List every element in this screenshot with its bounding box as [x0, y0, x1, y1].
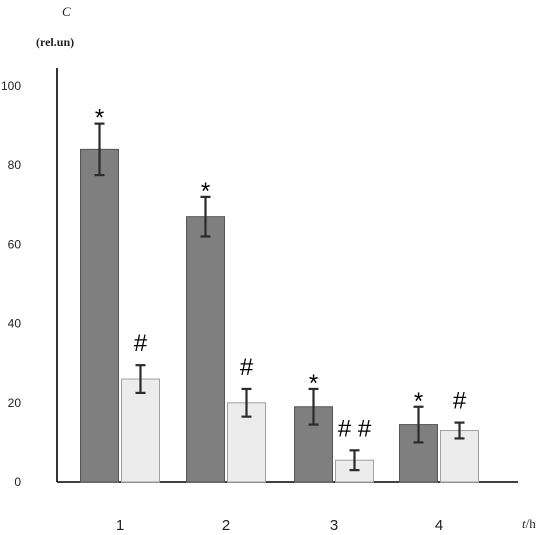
- bars-group: * # * # * # # * #: [80, 105, 479, 483]
- category-label: 2: [222, 517, 230, 534]
- y-tick-label: 100: [1, 79, 21, 93]
- significance-hash: # #: [338, 415, 372, 442]
- category-labels: 1 2 3 4: [116, 517, 443, 534]
- y-tick-label: 0: [14, 475, 21, 489]
- y-tick-label: 80: [8, 158, 22, 172]
- y-axis-unit: (rel.un): [36, 35, 74, 49]
- significance-hash: #: [453, 388, 467, 415]
- category-label: 1: [116, 517, 124, 534]
- significance-asterisk: *: [201, 178, 210, 205]
- bar: [80, 148, 119, 483]
- significance-asterisk: *: [95, 105, 104, 132]
- category-label: 3: [330, 517, 338, 534]
- significance-hash: #: [134, 330, 148, 357]
- x-axis-label: t/h: [522, 516, 536, 531]
- x-axis-unit: /h: [526, 516, 537, 531]
- y-tick-labels: 0 20 40 60 80 100: [1, 79, 21, 489]
- bar: [186, 216, 225, 483]
- significance-asterisk: *: [309, 370, 318, 397]
- y-tick-label: 20: [8, 396, 22, 410]
- y-axis-symbol: C: [62, 4, 71, 19]
- y-tick-label: 60: [8, 237, 22, 251]
- bar: [121, 378, 160, 483]
- y-tick-label: 40: [8, 317, 22, 331]
- significance-asterisk: *: [414, 388, 423, 415]
- significance-hash: #: [240, 354, 254, 381]
- category-label: 4: [435, 517, 443, 534]
- x-axis-symbol: t: [522, 516, 526, 531]
